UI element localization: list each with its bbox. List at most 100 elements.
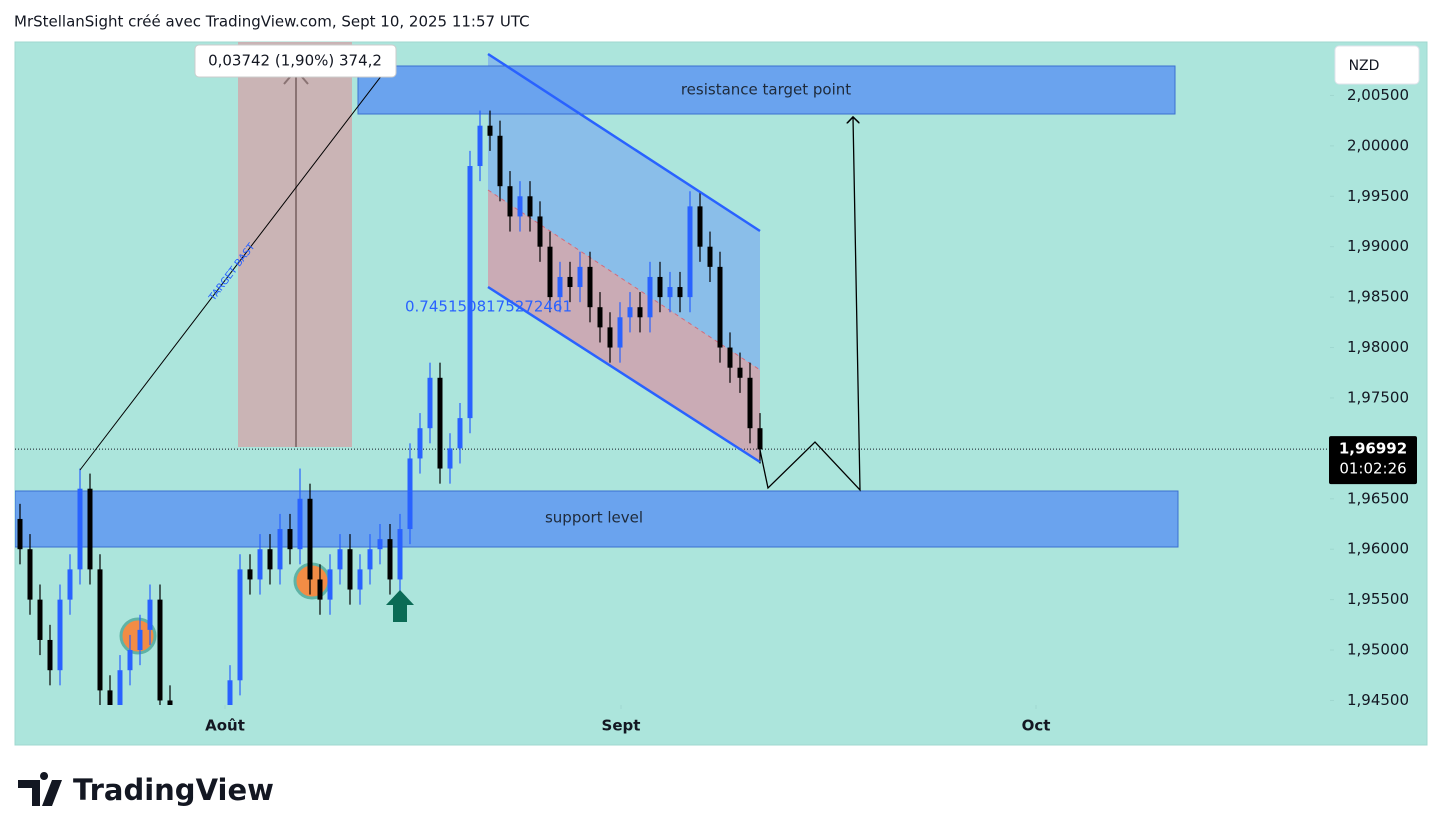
candle-body <box>477 125 483 167</box>
candle-body <box>637 307 643 318</box>
candle-body <box>107 690 113 705</box>
candle-body <box>417 428 423 459</box>
candle-body <box>337 549 343 570</box>
candle-body <box>227 680 233 705</box>
candle-body <box>437 377 443 469</box>
measure-value: 0,03742 (1,90%) 374,2 <box>208 52 382 70</box>
candle-body <box>237 569 243 681</box>
y-tick-label: 1,99500 <box>1347 187 1409 205</box>
price-grid: 2,00500 2,00000 1,99500 1,99000 1,98500 1,980… <box>15 86 1417 735</box>
candle-body <box>457 418 463 449</box>
candle-body <box>327 569 333 600</box>
candle-body <box>747 377 753 429</box>
y-tick-label: 2,00500 <box>1347 86 1409 104</box>
candle-body <box>577 266 583 288</box>
logo-icon <box>18 772 62 806</box>
candles <box>17 110 763 705</box>
candle-body <box>487 125 493 136</box>
candle-body <box>607 327 613 348</box>
candle-body <box>167 700 173 705</box>
candle-body <box>497 135 503 187</box>
candle-body <box>387 539 393 580</box>
candle-body <box>157 599 163 701</box>
countdown: 01:02:26 <box>1339 460 1406 478</box>
candle-body <box>117 670 123 705</box>
candle-body <box>307 498 313 580</box>
candle-body <box>687 206 693 298</box>
brand: TradingView <box>73 773 274 807</box>
candle-body <box>407 458 413 530</box>
candle-body <box>557 276 563 298</box>
y-tick-label: 1,95000 <box>1347 641 1409 659</box>
candle-body <box>377 539 383 550</box>
candle-body <box>57 599 63 671</box>
candle-body <box>17 518 23 550</box>
y-tick-label: 1,95500 <box>1347 590 1409 608</box>
resistance-label: resistance target point <box>681 81 851 99</box>
candle-body <box>617 317 623 348</box>
candle-body <box>67 569 73 600</box>
candle-body <box>627 307 633 318</box>
candle-body <box>647 276 653 318</box>
y-tick-label: 1,97500 <box>1347 388 1409 406</box>
candle-body <box>267 549 273 570</box>
candle-body <box>257 549 263 580</box>
candle-body <box>697 206 703 247</box>
candle-body <box>707 246 713 267</box>
candle-body <box>97 569 103 691</box>
support-zone <box>15 490 1179 548</box>
candle-body <box>677 287 683 298</box>
candle-body <box>357 569 363 590</box>
y-tick-label: 1,96500 <box>1347 489 1409 507</box>
candle-body <box>737 367 743 378</box>
candle-body <box>277 529 283 570</box>
y-tick-label: 1,99000 <box>1347 237 1409 255</box>
currency-box[interactable] <box>1334 45 1420 85</box>
candle-body <box>567 276 573 288</box>
candle-body <box>297 498 303 550</box>
x-tick-label: Oct <box>1022 717 1051 735</box>
candle-body <box>347 549 353 590</box>
channel-top <box>487 52 761 233</box>
projection-path <box>759 117 861 492</box>
y-tick-label: 1,96000 <box>1347 540 1409 558</box>
candle-body <box>77 488 83 570</box>
buy-arrow <box>386 590 414 622</box>
candle-body <box>587 266 593 308</box>
candle-body <box>137 629 143 651</box>
candle-body <box>47 639 53 671</box>
measure-tooltip <box>194 44 397 78</box>
candle-body <box>27 549 33 600</box>
candle-body <box>547 246 553 298</box>
candle-body <box>727 347 733 368</box>
candle-body <box>467 166 473 419</box>
candle-body <box>537 216 543 247</box>
candle-body <box>127 650 133 671</box>
channel-label: 0.7451508175272461 <box>405 298 572 316</box>
currency: NZD <box>1349 58 1380 74</box>
candle-body <box>397 529 403 580</box>
x-tick-label: Août <box>205 717 245 735</box>
candle-body <box>87 488 93 570</box>
drawings-under <box>15 42 1179 655</box>
candle-body <box>757 428 763 450</box>
y-tick-label: 2,00000 <box>1347 136 1409 154</box>
candle-body <box>667 287 673 298</box>
candle-body <box>447 448 453 469</box>
last-price-box <box>1329 436 1417 485</box>
support-label: support level <box>545 509 643 527</box>
y-tick-label: 1,98000 <box>1347 338 1409 356</box>
channel-lower-fill <box>488 190 760 462</box>
x-tick-label: Sept <box>602 717 641 735</box>
y-tick-label: 1,94500 <box>1347 691 1409 709</box>
candle-body <box>717 266 723 348</box>
candle-body <box>317 579 323 600</box>
channel-mid <box>487 189 761 371</box>
candle-body <box>657 276 663 298</box>
channel-bottom <box>487 285 761 464</box>
candle-body <box>507 186 513 217</box>
last-price-label: 1,96992 <box>1339 440 1407 458</box>
candle-body <box>37 599 43 640</box>
